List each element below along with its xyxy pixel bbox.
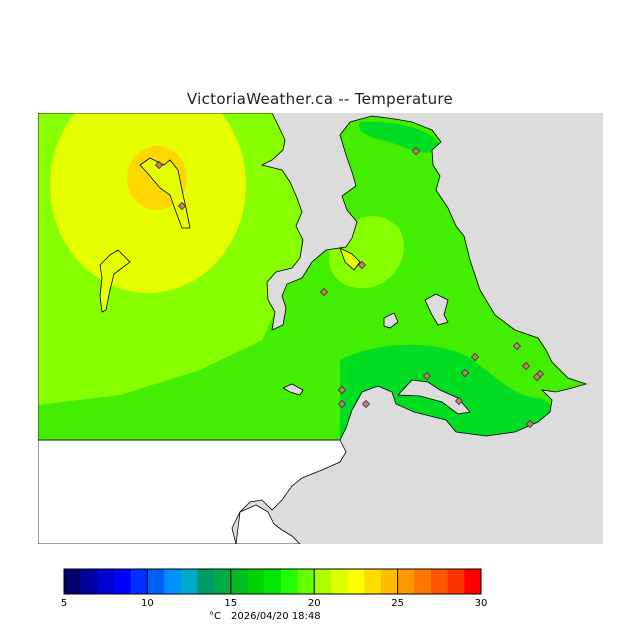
olympic-peninsula-land xyxy=(38,439,347,544)
san-juan-coast-land xyxy=(235,504,301,544)
legend-color-bin xyxy=(97,569,115,594)
legend-color-bin xyxy=(230,569,248,594)
weather-station-marker[interactable] xyxy=(337,385,347,395)
legend-color-bin xyxy=(397,569,415,594)
legend-color-bin xyxy=(114,569,132,594)
legend-tick-label: 10 xyxy=(141,598,154,609)
legend-color-bin xyxy=(64,569,82,594)
weather-station-marker[interactable] xyxy=(337,399,347,409)
weather-station-marker[interactable] xyxy=(177,201,187,211)
weather-station-marker[interactable] xyxy=(470,352,480,362)
legend-tick-label: 5 xyxy=(61,598,67,609)
legend-color-bin xyxy=(347,569,365,594)
legend-tick-label: 25 xyxy=(391,598,404,609)
legend-color-bin xyxy=(264,569,282,594)
legend-color-bin xyxy=(464,569,482,594)
zone-16-18-north xyxy=(359,121,440,153)
weather-station-marker[interactable] xyxy=(361,399,371,409)
legend-tick-label: 30 xyxy=(475,598,488,609)
weather-station-marker[interactable] xyxy=(411,146,421,156)
legend-color-bin xyxy=(280,569,299,594)
legend-color-bin xyxy=(297,569,315,594)
legend-color-bin xyxy=(147,569,165,594)
legend-color-bin xyxy=(130,569,148,594)
lake-3 xyxy=(383,312,399,329)
legend-color-bin xyxy=(430,569,449,594)
weather-station-marker[interactable] xyxy=(422,371,432,381)
legend-color-bin xyxy=(80,569,98,594)
legend-color-bin xyxy=(197,569,215,594)
lake-1 xyxy=(282,383,304,396)
inlet-island xyxy=(339,247,361,271)
coastline xyxy=(38,113,588,441)
legend-color-bin xyxy=(314,569,332,594)
legend-color-bin xyxy=(180,569,198,594)
gulf-island-1 xyxy=(139,157,191,229)
spit-1 xyxy=(397,379,471,415)
legend-datetime: 2026/04/20 18:48 xyxy=(231,611,321,622)
weather-station-marker[interactable] xyxy=(460,368,470,378)
legend-color-bin xyxy=(380,569,399,594)
legend-color-bin xyxy=(247,569,265,594)
legend-tick-label: 20 xyxy=(308,598,321,609)
weather-station-marker[interactable] xyxy=(357,260,367,270)
legend-tick-label: 15 xyxy=(224,598,237,609)
legend-color-bin xyxy=(364,569,382,594)
legend-color-bin xyxy=(164,569,182,594)
weather-station-marker[interactable] xyxy=(525,419,535,429)
legend-color-bin xyxy=(330,569,349,594)
weather-station-marker[interactable] xyxy=(154,160,164,170)
lake-2 xyxy=(424,293,449,326)
legend-color-bin xyxy=(214,569,232,594)
weather-station-marker[interactable] xyxy=(319,287,329,297)
weather-station-marker[interactable] xyxy=(532,372,542,382)
weather-station-marker[interactable] xyxy=(454,396,464,406)
gulf-island-2 xyxy=(99,249,131,313)
map-title: VictoriaWeather.ca -- Temperature xyxy=(186,90,454,108)
temperature-legend: 5 10 15 20 25 30 °C 2026/04/20 18:48 xyxy=(61,568,488,622)
weather-station-marker[interactable] xyxy=(512,341,522,351)
legend-color-bin xyxy=(447,569,465,594)
weather-station-marker[interactable] xyxy=(521,361,531,371)
legend-color-bin xyxy=(414,569,432,594)
legend-unit: °C xyxy=(209,611,221,622)
